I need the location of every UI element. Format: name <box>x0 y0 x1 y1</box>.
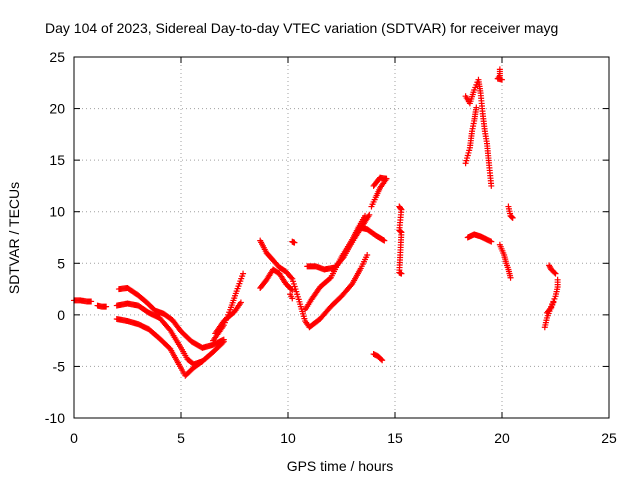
series-arc-v <box>494 66 505 83</box>
y-tick-label: 0 <box>57 307 65 323</box>
data-point <box>88 298 95 305</box>
data-point <box>237 299 244 306</box>
data-point <box>473 104 480 111</box>
data-point <box>488 182 495 189</box>
x-tick-label: 20 <box>494 430 510 446</box>
y-tick-label: 10 <box>49 204 65 220</box>
data-point <box>289 295 296 302</box>
series-arc-h <box>257 237 371 331</box>
data-point-interp <box>378 356 385 363</box>
series-arc-m <box>355 224 388 244</box>
data-point-interp <box>288 286 295 293</box>
data-point <box>381 237 388 244</box>
series-arc-d <box>113 300 227 368</box>
data-point <box>240 270 247 277</box>
y-axis-label: SDTVAR / TECUs <box>6 182 22 294</box>
data-point <box>220 338 227 345</box>
tick-labels: 0 5 10 15 20 25 -10 -5 0 5 10 15 20 25 <box>45 49 617 446</box>
data-point-interp <box>396 227 403 234</box>
x-tick-label: 15 <box>387 430 403 446</box>
series-arc-n <box>368 175 390 210</box>
y-tick-label: 20 <box>49 101 65 117</box>
data-point-interp <box>551 269 558 276</box>
data-point-interp <box>508 213 515 220</box>
grid-layer <box>74 57 609 418</box>
series-arc-g <box>212 299 244 337</box>
series-arc-a <box>71 297 95 305</box>
data-point <box>383 175 390 182</box>
series-arc-e <box>113 315 206 379</box>
data-point <box>291 239 298 246</box>
data-point-interp <box>547 305 554 312</box>
data-point <box>550 299 557 306</box>
data-point <box>199 358 206 365</box>
series-arc-aa <box>543 299 557 316</box>
series-arc-u <box>464 231 495 245</box>
series-arc-p <box>370 351 386 364</box>
data-point <box>499 76 505 83</box>
series-arc-k <box>304 211 373 273</box>
series-arc-i <box>257 266 296 294</box>
chart-title: Day 104 of 2023, Sidereal Day-to-day VTE… <box>45 20 558 36</box>
data-point <box>552 270 559 277</box>
ticks-layer <box>73 56 610 419</box>
x-tick-label: 5 <box>177 430 185 446</box>
series-arc-w <box>496 241 514 281</box>
x-tick-label: 0 <box>70 430 78 446</box>
series-arc-z <box>541 276 561 331</box>
x-tick-label: 25 <box>601 430 617 446</box>
data-point <box>509 214 516 221</box>
data-point-interp <box>508 214 515 221</box>
data-point <box>398 270 405 277</box>
series-arc-x <box>505 203 516 221</box>
data-point <box>507 274 514 281</box>
data-point-interp <box>339 255 346 262</box>
x-axis-label: GPS time / hours <box>287 458 394 474</box>
series-arc-o <box>396 203 405 277</box>
data-points <box>71 66 561 379</box>
series-arc-r <box>287 291 296 302</box>
data-point <box>366 211 373 218</box>
data-point <box>364 252 371 259</box>
data-point-interp <box>288 274 295 281</box>
series-arc-b <box>94 302 110 310</box>
data-point <box>554 276 561 283</box>
data-point <box>488 238 495 245</box>
data-point-interp <box>198 358 205 365</box>
data-point <box>103 303 110 310</box>
y-tick-label: 25 <box>49 49 65 65</box>
series-arc-y <box>546 262 559 277</box>
data-point <box>379 357 386 364</box>
y-tick-label: -5 <box>53 358 66 374</box>
series-arc-q <box>289 238 298 246</box>
y-tick-label: 15 <box>49 152 65 168</box>
data-point-interp <box>219 339 226 346</box>
data-point <box>289 287 296 294</box>
series-arc-t <box>462 104 480 167</box>
series-arc-s <box>462 76 495 189</box>
y-tick-label: 5 <box>57 255 65 271</box>
plot-frame <box>73 56 610 419</box>
y-tick-label: -10 <box>45 410 65 426</box>
x-tick-label: 10 <box>280 430 296 446</box>
